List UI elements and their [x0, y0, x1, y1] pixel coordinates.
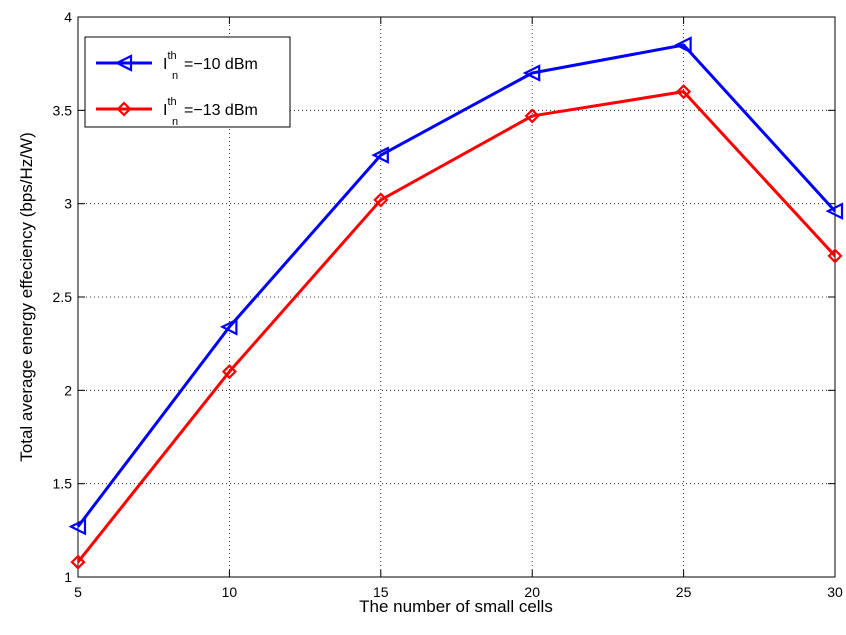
data-point-marker — [219, 318, 238, 336]
y-tick-label: 1.5 — [53, 476, 73, 492]
legend-label: Ith n=−13 dBm — [163, 96, 258, 128]
y-tick-label: 3.5 — [53, 102, 73, 118]
x-axis-tick-labels: 5 10 15 20 25 30 — [74, 584, 843, 600]
legend: Ith n=−10 dBm Ith n=−13 dBm — [84, 36, 291, 128]
data-point-marker — [522, 64, 541, 82]
data-point-marker — [827, 248, 843, 264]
x-axis-title: The number of small cells — [359, 597, 553, 616]
legend-marker — [114, 54, 133, 72]
legend-item-1: Ith n=−10 dBm — [96, 50, 258, 82]
y-axis-title: Total average energy effeciency (bps/Hz/… — [17, 132, 36, 461]
data-point-marker — [524, 108, 540, 124]
x-tick-label: 5 — [74, 584, 82, 600]
y-axis-tick-labels: 1 1.5 2 2.5 3 3.5 4 — [53, 9, 73, 585]
series-line — [76, 43, 837, 528]
legend-box — [84, 36, 291, 128]
x-tick-label: 15 — [373, 584, 389, 600]
series-layer — [68, 36, 844, 570]
data-point-marker — [68, 517, 87, 536]
series-2 — [70, 84, 843, 570]
x-tick-label: 20 — [524, 584, 540, 600]
grid-lines — [78, 17, 835, 577]
data-point-marker — [70, 554, 86, 570]
legend-marker — [116, 101, 132, 117]
y-tick-label: 2 — [64, 382, 72, 398]
series-line — [76, 90, 837, 564]
data-point-marker — [825, 202, 844, 220]
axis-ticks — [77, 16, 836, 578]
y-tick-label: 2.5 — [53, 289, 73, 305]
y-tick-label: 4 — [64, 9, 72, 25]
x-tick-label: 25 — [676, 584, 692, 600]
legend-label: Ith n=−10 dBm — [163, 50, 258, 82]
x-tick-label: 10 — [222, 584, 238, 600]
legend-item-2: Ith n=−13 dBm — [96, 96, 258, 128]
data-point-marker — [221, 364, 237, 380]
series-1 — [68, 36, 844, 536]
data-point-marker — [373, 192, 389, 208]
y-tick-label: 1 — [64, 569, 72, 585]
data-point-marker — [674, 36, 692, 54]
y-tick-label: 3 — [64, 196, 72, 212]
data-point-marker — [676, 84, 692, 100]
data-point-marker — [371, 146, 389, 164]
x-tick-label: 30 — [827, 584, 843, 600]
